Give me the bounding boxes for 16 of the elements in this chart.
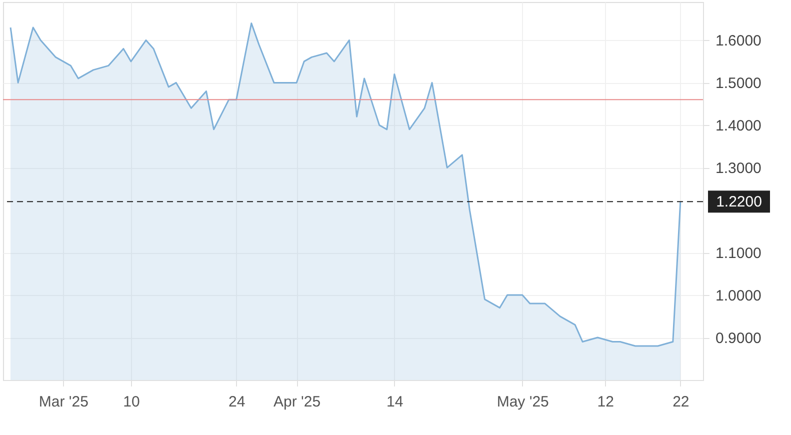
- x-tick-label: Apr '25: [274, 394, 321, 410]
- x-tick-label: 12: [597, 394, 614, 410]
- x-tick-label: May '25: [496, 394, 549, 410]
- y-tick-label: 1.5000: [716, 75, 762, 92]
- x-tick-label: 14: [386, 394, 404, 410]
- y-tick-label: 0.9000: [716, 330, 762, 348]
- x-tick-label: 22: [672, 394, 690, 410]
- x-tick-label: 24: [228, 394, 246, 410]
- ref-line-label: 1.2200: [716, 194, 762, 211]
- y-tick-label: 1.3000: [716, 160, 762, 178]
- x-tick-label: 10: [123, 394, 140, 410]
- y-tick-label: 1.6000: [716, 32, 762, 50]
- y-tick-label: 1.4000: [716, 118, 762, 135]
- y-tick-label: 1.0000: [716, 288, 762, 305]
- y-tick-label: 1.1000: [716, 245, 762, 262]
- x-tick-label: Mar '25: [38, 394, 88, 410]
